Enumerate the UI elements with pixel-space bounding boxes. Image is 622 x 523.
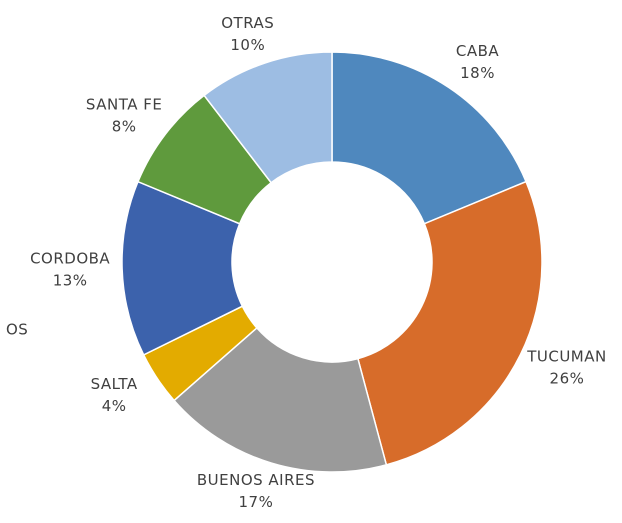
slice-label: BUENOS AIRES <box>197 471 315 489</box>
slice-value: 18% <box>460 64 495 82</box>
slice-label: OTRAS <box>221 14 274 32</box>
slice <box>356 180 543 466</box>
slice-value: 13% <box>53 271 88 289</box>
slice <box>203 51 333 184</box>
slice <box>173 326 388 473</box>
slice-value: 17% <box>239 493 274 511</box>
slice-label: SANTA FE <box>86 95 162 113</box>
slice-value: 26% <box>550 370 585 388</box>
slice-label: CORDOBA <box>30 249 110 267</box>
slice-label: CABA <box>456 42 500 60</box>
slice-value: 10% <box>230 36 265 54</box>
cut-off-label: OS <box>6 321 28 339</box>
slice-value: 8% <box>112 117 137 135</box>
slice-value: 4% <box>102 397 127 415</box>
slice <box>331 51 527 225</box>
slice-label: SALTA <box>91 375 138 393</box>
slice-label: TUCUMAN <box>526 348 607 366</box>
